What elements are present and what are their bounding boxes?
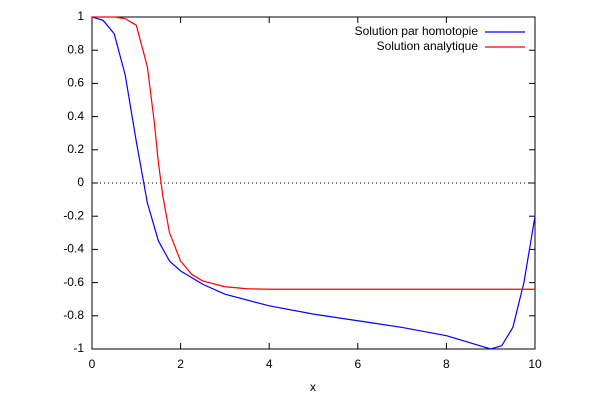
x-tick-label: 4 xyxy=(266,357,273,371)
y-tick-label: -0.8 xyxy=(63,308,84,322)
legend-label: Solution analytique xyxy=(377,39,479,53)
x-axis-label: x xyxy=(310,380,316,394)
y-tick-label: 0.2 xyxy=(67,142,84,156)
y-tick-label: -0.4 xyxy=(63,242,84,256)
x-tick-label: 8 xyxy=(443,357,450,371)
x-tick-label: 0 xyxy=(89,357,96,371)
y-tick-label: 0.6 xyxy=(67,76,84,90)
y-tick-label: 0 xyxy=(77,175,84,189)
legend-label: Solution par homotopie xyxy=(355,24,479,38)
series-line xyxy=(92,16,535,290)
y-tick-label: 0.4 xyxy=(67,109,84,123)
x-tick-label: 6 xyxy=(354,357,361,371)
series-line xyxy=(91,16,536,350)
x-tick-label: 2 xyxy=(177,357,184,371)
y-tick-label: 1 xyxy=(77,9,84,23)
y-tick-label: -1 xyxy=(73,341,84,355)
y-tick-label: -0.2 xyxy=(63,208,84,222)
y-tick-label: -0.6 xyxy=(63,275,84,289)
x-tick-label: 10 xyxy=(528,357,542,371)
plot-frame xyxy=(91,16,536,350)
y-tick-label: 0.8 xyxy=(67,42,84,56)
